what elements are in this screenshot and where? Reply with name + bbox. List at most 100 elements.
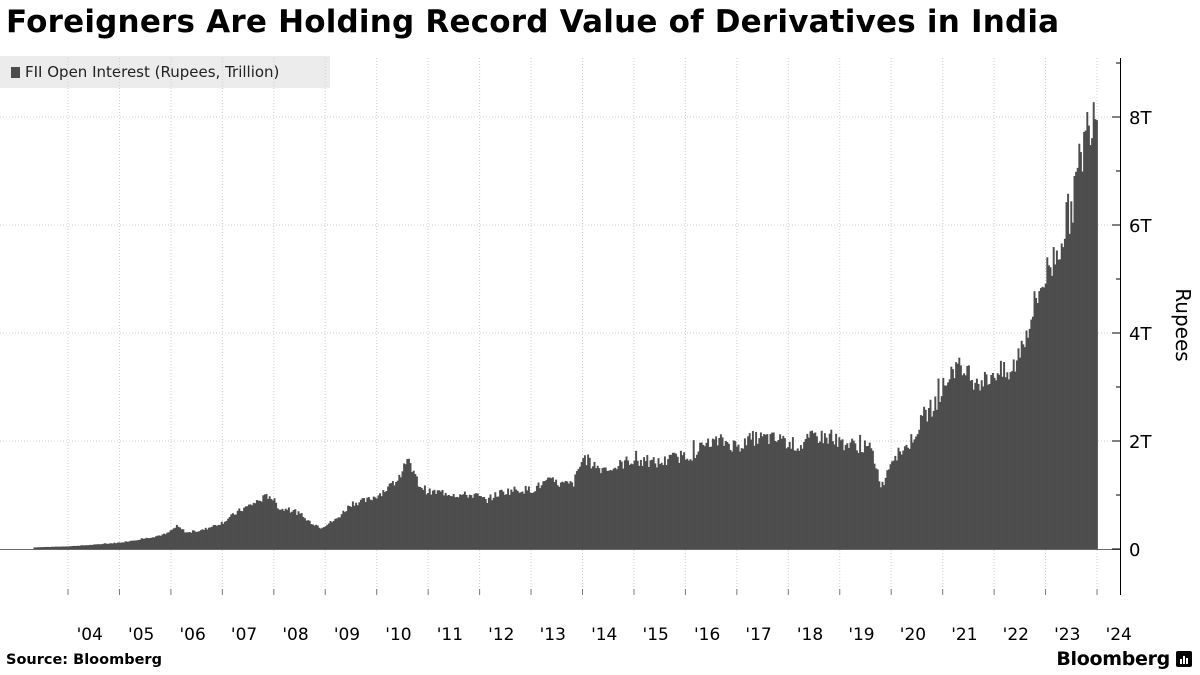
bar [574,474,577,549]
bar [385,491,388,549]
bar [667,459,670,549]
bar [939,402,942,549]
bar [742,448,745,549]
bar [379,493,382,549]
bar [811,430,814,549]
bar [68,546,71,549]
bar [990,375,993,549]
bar [167,532,170,549]
bar [897,447,900,549]
bar [731,451,734,549]
bar [300,513,303,549]
bar [604,467,607,549]
bar [713,439,716,549]
bar [950,366,953,549]
bar [89,544,92,549]
bar [985,374,988,549]
bar [263,494,266,549]
bar [657,458,660,549]
bar [508,494,511,549]
bar [980,380,983,549]
bar [547,477,550,549]
bar [222,523,225,549]
bar [358,502,361,549]
bar [539,488,542,549]
bar [777,440,780,549]
bar [609,469,612,549]
bar [689,459,692,549]
bar [526,490,529,549]
bar [260,501,263,549]
x-tick-label: '09 [334,625,360,645]
bar [388,483,391,549]
bar [921,415,924,549]
bar [1031,316,1034,549]
bar [771,432,774,549]
bar [1094,119,1097,549]
bar [902,450,905,549]
bar [436,490,439,549]
bar [351,501,354,549]
bar [84,545,87,549]
axes [0,58,1121,595]
bar [884,477,887,549]
bar [681,455,684,549]
bar [102,543,105,549]
bar [588,457,591,549]
bar [254,503,257,549]
bar [836,446,839,549]
bar [524,485,527,549]
bar [449,495,452,549]
bar [537,482,540,549]
bar [486,502,489,549]
bar [59,546,62,549]
bar [655,467,658,549]
bar [419,487,422,549]
bar [374,497,377,549]
bar [1035,297,1038,549]
bar [833,444,836,549]
bar [878,481,881,549]
bar [455,496,458,549]
bar [945,385,948,549]
tick-labels: 0 2T 4T 6T 8T Rupees '04 '05 '06 '07 '08 '09 '10 '11 '… [77,108,1195,645]
legend-swatch [11,66,20,78]
bar [883,485,886,549]
bar [465,494,468,549]
bar [809,431,812,549]
bar [142,538,145,549]
bar [708,446,711,549]
bar [881,481,884,549]
bar [268,496,271,549]
bar [422,489,425,549]
bar [193,530,196,549]
bar [817,442,820,549]
bar [766,434,769,549]
bar [831,441,834,549]
bar [849,442,852,549]
bar [934,396,937,549]
bar [596,465,599,549]
bar [638,465,641,549]
bar [415,476,418,549]
bar [566,481,569,549]
bar [91,544,94,549]
bar [899,451,902,549]
bar [483,496,486,549]
bar [916,434,919,549]
bar [148,538,151,549]
bar [1083,131,1086,549]
bar [769,434,772,549]
bar [307,520,310,549]
bar [403,463,406,549]
bar [323,527,326,549]
bar [895,460,898,549]
bar [369,499,372,549]
bar [353,505,356,549]
bar [67,546,70,549]
bar [195,532,198,549]
bar [745,445,748,549]
bar [151,537,154,549]
bar [961,375,964,549]
bar [628,464,631,549]
